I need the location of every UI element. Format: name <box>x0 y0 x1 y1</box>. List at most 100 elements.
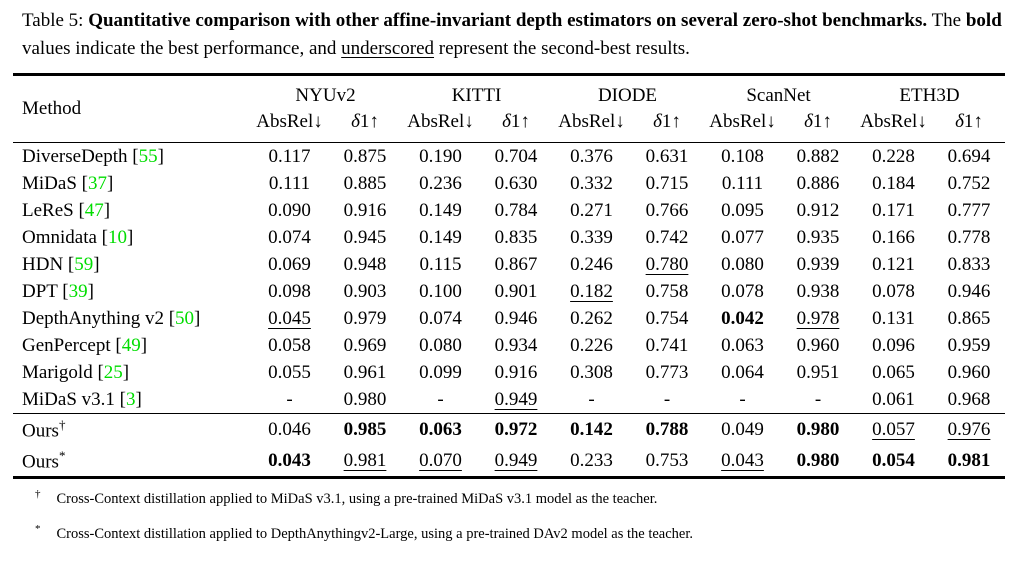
value-cell: 0.233 <box>570 449 613 471</box>
table-body-baselines: DiverseDepth [55] 0.117 0.875 0.190 0.704 0.3… <box>13 143 1005 414</box>
value-cell: 0.741 <box>645 334 689 356</box>
value-cell: 0.901 <box>494 280 538 302</box>
value-cell: 0.951 <box>796 361 840 383</box>
value-cell: 0.978 <box>796 307 840 329</box>
value-cell: 0.969 <box>343 334 387 356</box>
method-cell: Ours* <box>22 448 66 473</box>
caption-after-title: The <box>931 10 962 31</box>
value-cell: 0.968 <box>947 388 991 410</box>
citation-link[interactable]: 39 <box>68 280 88 302</box>
value-cell: 0.117 <box>268 145 311 167</box>
value-cell: 0.704 <box>494 145 538 167</box>
metric-header-absrel: AbsRel↓ <box>860 111 927 133</box>
value-cell: 0.065 <box>872 361 915 383</box>
value-cell: 0.077 <box>721 226 764 248</box>
footnote: † Cross-Context distillation applied to M… <box>35 488 1024 508</box>
method-cell: Marigold [25] <box>22 361 130 383</box>
value-cell: 0.945 <box>343 226 387 248</box>
benchmark-header-nyuv2: NYUv2 <box>295 85 356 107</box>
value-cell: 0.049 <box>721 418 764 440</box>
value-cell: 0.057 <box>872 418 915 440</box>
value-cell: 0.885 <box>343 172 387 194</box>
value-cell: 0.055 <box>268 361 311 383</box>
value-cell: 0.939 <box>796 253 840 275</box>
value-cell: 0.064 <box>721 361 764 383</box>
value-cell: 0.080 <box>419 334 462 356</box>
value-cell: 0.166 <box>872 226 915 248</box>
value-cell: 0.069 <box>268 253 311 275</box>
metric-header-absrel: AbsRel↓ <box>256 111 323 133</box>
value-cell: 0.095 <box>721 199 764 221</box>
value-cell: 0.780 <box>645 253 689 275</box>
method-cell: DepthAnything v2 [50] <box>22 307 201 329</box>
value-cell: 0.098 <box>268 280 311 302</box>
value-cell: 0.045 <box>268 307 311 329</box>
caption-mid-text: values indicate the best performance, an… <box>22 37 337 59</box>
value-cell: 0.833 <box>947 253 991 275</box>
value-cell: 0.865 <box>947 307 991 329</box>
value-cell: 0.960 <box>947 361 991 383</box>
value-cell: - <box>437 388 444 410</box>
value-cell: 0.938 <box>796 280 840 302</box>
header-row-groups: Method NYUv2 KITTI DIODE ScanNet ETH3D <box>13 75 1005 119</box>
table-footnotes: † Cross-Context distillation applied to M… <box>35 488 1024 543</box>
footnote-marker: † <box>35 488 41 501</box>
citation-link[interactable]: 47 <box>84 199 104 221</box>
table-row-ours: Ours* 0.043 0.981 0.070 0.949 0.233 0.753 0.043… <box>13 445 1005 478</box>
caption-label: Table 5: <box>22 10 84 31</box>
value-cell: 0.976 <box>947 418 991 440</box>
value-cell: 0.946 <box>494 307 538 329</box>
table-row: MiDaS [37] 0.111 0.885 0.236 0.630 0.332 0.715… <box>13 170 1005 197</box>
table-row: LeReS [47] 0.090 0.916 0.149 0.784 0.271 0.766… <box>13 197 1005 224</box>
value-cell: - <box>588 388 595 410</box>
citation-link[interactable]: 37 <box>87 172 107 194</box>
benchmark-header-eth3d: ETH3D <box>899 85 960 107</box>
value-cell: - <box>739 388 746 410</box>
value-cell: 0.835 <box>494 226 538 248</box>
citation-link[interactable]: 55 <box>138 145 158 167</box>
value-cell: 0.074 <box>268 226 311 248</box>
citation-link[interactable]: 59 <box>74 253 94 275</box>
value-cell: 0.228 <box>872 145 915 167</box>
footnote-marker: * <box>35 523 41 536</box>
method-cell: MiDaS [37] <box>22 172 114 194</box>
value-cell: 0.108 <box>721 145 764 167</box>
metric-header-delta1: δ1↑ <box>955 111 983 133</box>
value-cell: 0.752 <box>947 172 991 194</box>
metric-header-absrel: AbsRel↓ <box>407 111 474 133</box>
table-row: Marigold [25] 0.055 0.961 0.099 0.916 0.308 0.… <box>13 359 1005 386</box>
citation-link[interactable]: 49 <box>121 334 141 356</box>
method-cell: Ours† <box>22 417 66 442</box>
value-cell: 0.946 <box>947 280 991 302</box>
table-row: HDN [59] 0.069 0.948 0.115 0.867 0.246 0.780 0.… <box>13 251 1005 278</box>
value-cell: 0.882 <box>796 145 840 167</box>
value-cell: 0.054 <box>872 449 915 471</box>
citation-link[interactable]: 50 <box>175 307 195 329</box>
citation-link[interactable]: 25 <box>103 361 123 383</box>
header-row-metrics: AbsRel↓ δ1↑ AbsRel↓ δ1↑ AbsRel↓ δ1↑ AbsRel↓ δ1↑… <box>13 109 1005 143</box>
value-cell: 0.903 <box>343 280 387 302</box>
footnote-text: Cross-Context distillation applied to Mi… <box>56 491 658 508</box>
value-cell: 0.948 <box>343 253 387 275</box>
value-cell: 0.777 <box>947 199 991 221</box>
value-cell: 0.916 <box>494 361 538 383</box>
value-cell: 0.981 <box>343 449 387 471</box>
caption-bold-word: bold <box>965 10 1002 31</box>
citation-link[interactable]: 3 <box>125 388 136 410</box>
citation-link[interactable]: 10 <box>108 226 128 248</box>
value-cell: 0.934 <box>494 334 538 356</box>
value-cell: 0.694 <box>947 145 991 167</box>
method-cell: Omnidata [10] <box>22 226 134 248</box>
value-cell: 0.063 <box>721 334 764 356</box>
metric-header-absrel: AbsRel↓ <box>709 111 776 133</box>
value-cell: 0.875 <box>343 145 387 167</box>
footnote-marker: * <box>58 448 66 464</box>
value-cell: 0.961 <box>343 361 387 383</box>
value-cell: 0.980 <box>796 449 840 471</box>
value-cell: 0.142 <box>570 418 613 440</box>
value-cell: 0.046 <box>268 418 311 440</box>
value-cell: 0.236 <box>419 172 462 194</box>
value-cell: 0.916 <box>343 199 387 221</box>
value-cell: - <box>286 388 293 410</box>
value-cell: 0.867 <box>494 253 538 275</box>
